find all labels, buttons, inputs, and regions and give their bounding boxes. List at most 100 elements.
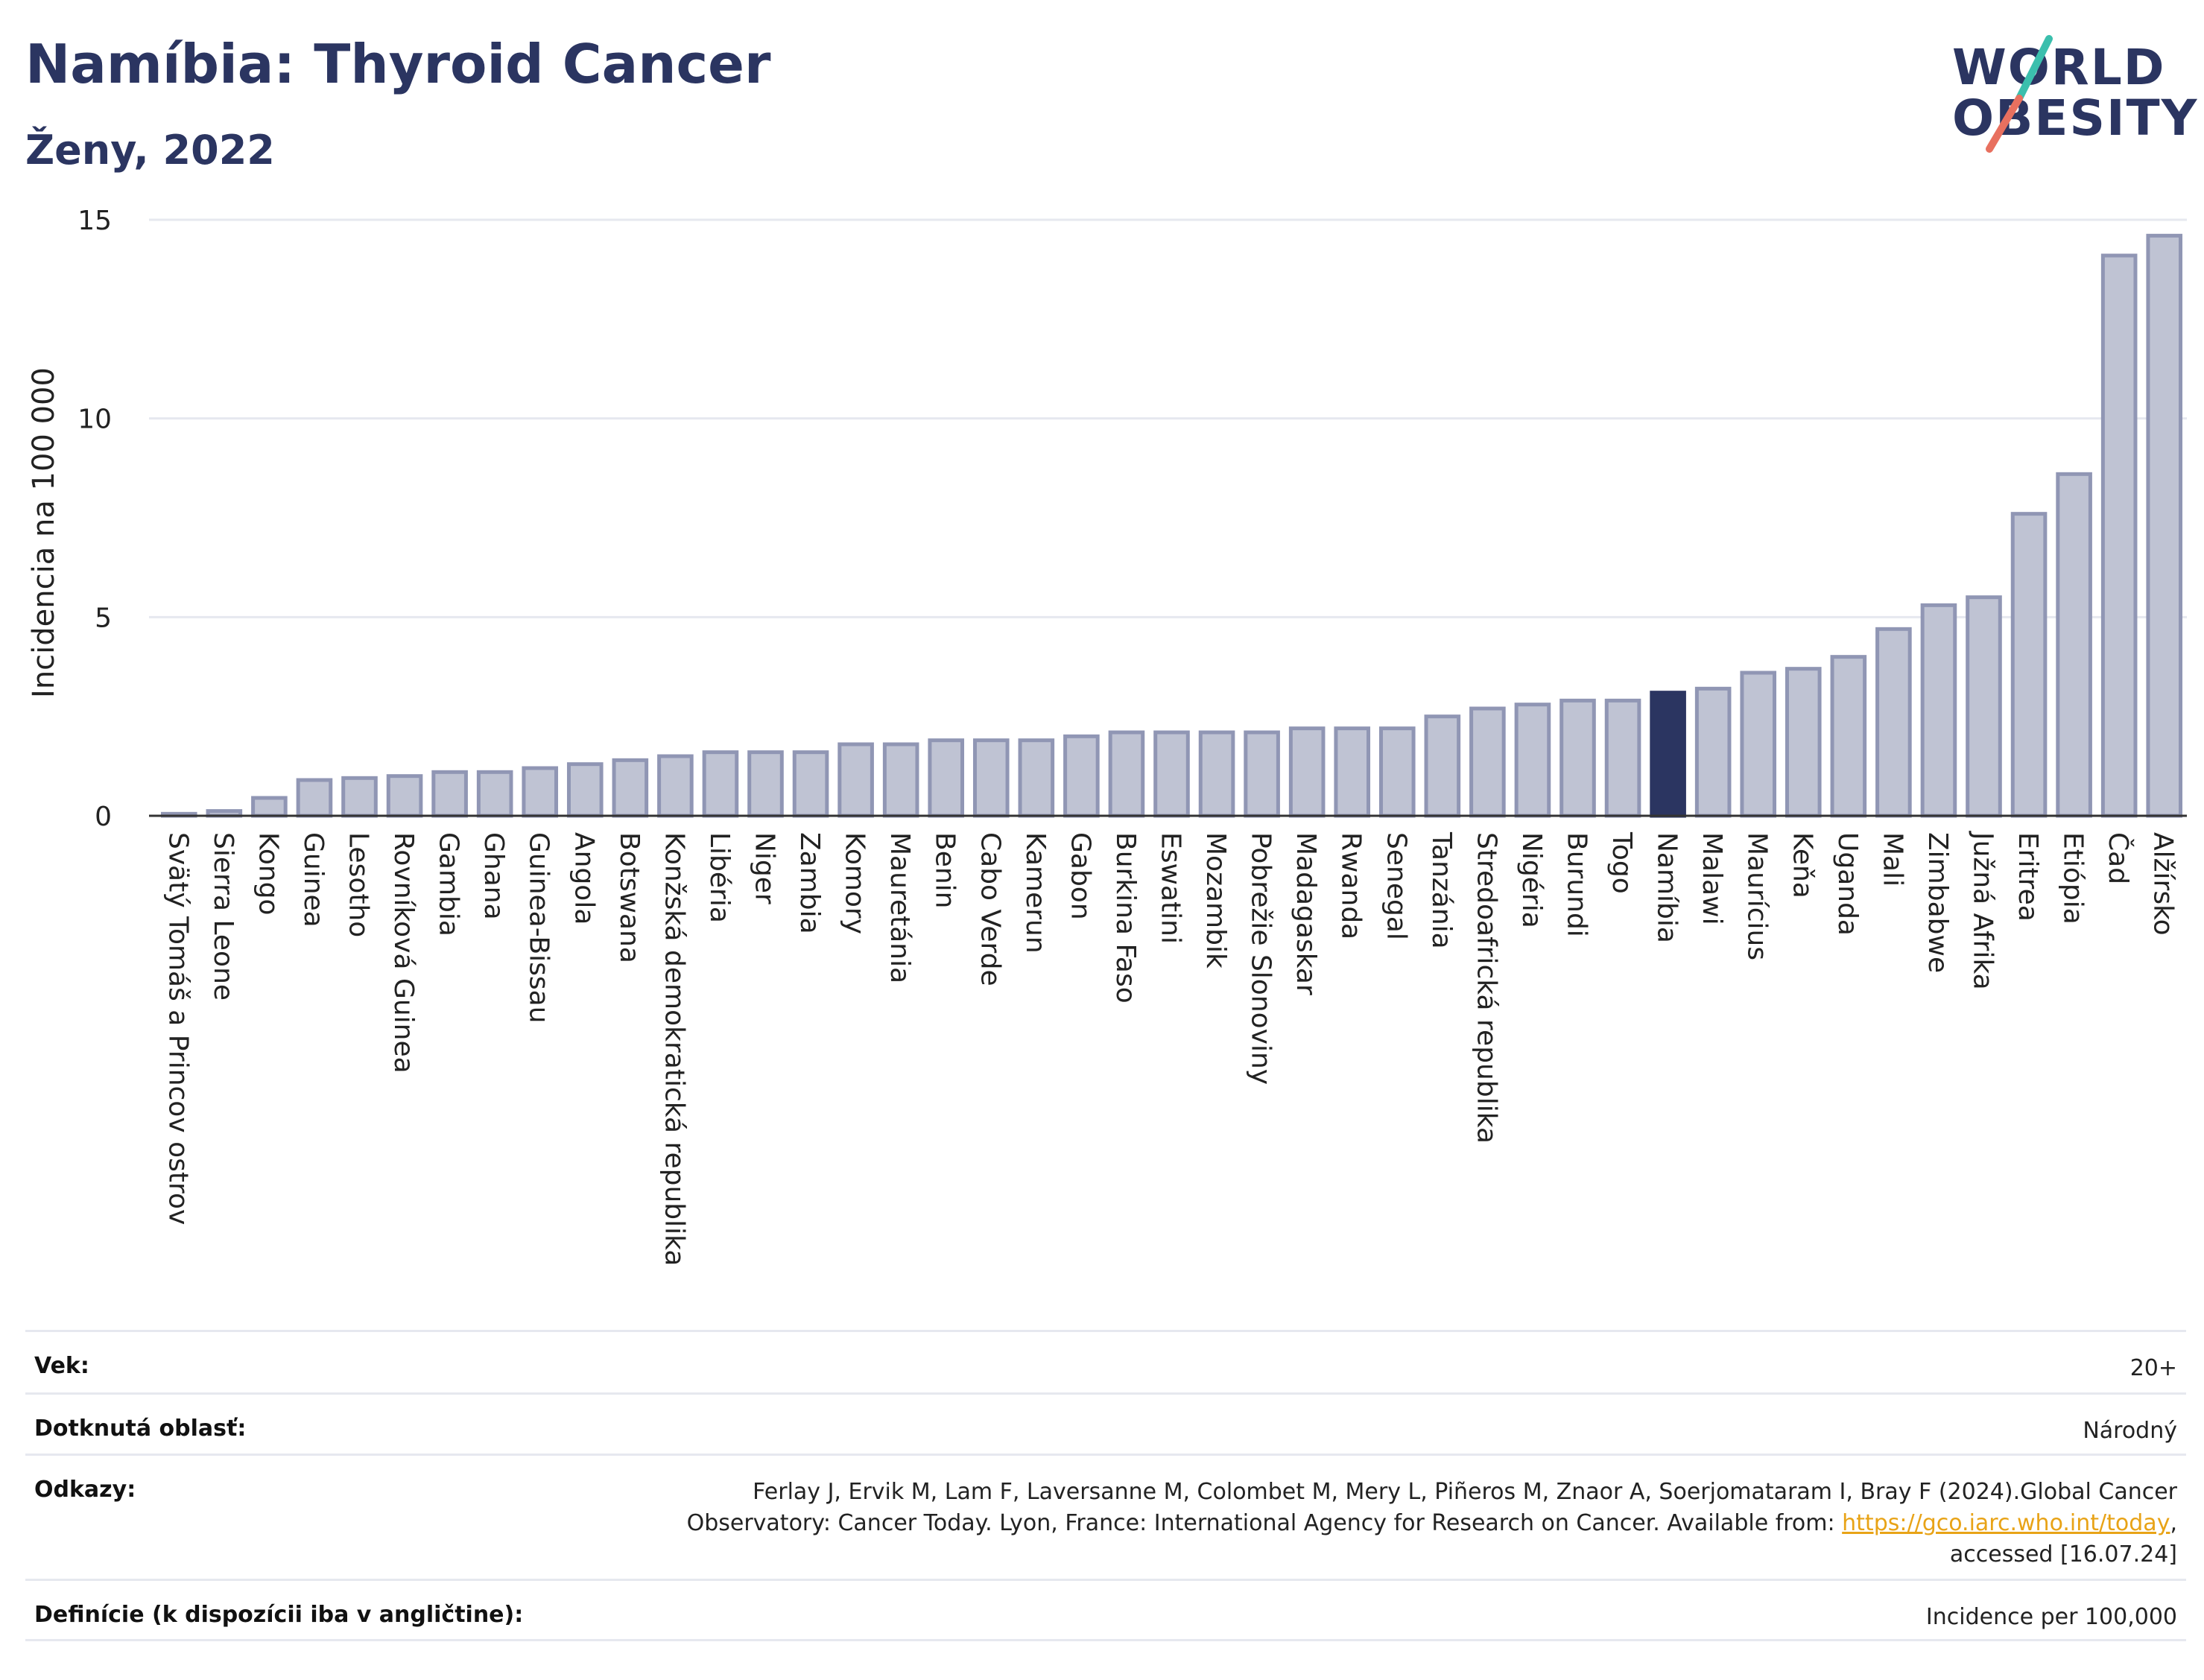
bar (1378, 726, 1416, 818)
y-tick-label: 5 (95, 603, 112, 633)
bar (1650, 691, 1686, 818)
x-tick-label: Madagaskar (1291, 832, 1321, 995)
x-tick-label: Burkina Faso (1110, 832, 1141, 1004)
references-value: Ferlay J, Ervik M, Lam F, Laversanne M, … (687, 1477, 2177, 1570)
bar (1875, 627, 1912, 818)
bar (1018, 738, 1055, 818)
x-tick-label: Uganda (1832, 832, 1863, 936)
bar (747, 750, 784, 818)
x-tick-label: Komory (840, 832, 870, 934)
bar (1244, 730, 1280, 818)
x-tick-label: Benin (930, 832, 960, 908)
definitions-value: Incidence per 100,000 (1925, 1604, 2177, 1630)
bar (251, 796, 288, 818)
bar (1740, 671, 1777, 818)
x-tick-label: Keňa (1787, 832, 1817, 898)
x-tick-label: Stredoafrická republika (1471, 832, 1501, 1144)
x-tick-label: Alžírsko (2148, 832, 2179, 936)
bar (928, 738, 965, 818)
y-axis-label: Incidencia na 100 000 (27, 367, 61, 698)
x-tick-label: Etiópia (2058, 832, 2089, 925)
bar (702, 750, 739, 818)
x-tick-label: Guinea-Bissau (524, 832, 554, 1024)
bar (1604, 698, 1641, 818)
bar (1694, 686, 1732, 818)
x-tick-label: Burundi (1562, 832, 1592, 937)
x-tick-label: Svätý Tomáš a Princov ostrov (162, 832, 193, 1225)
meta-row-definitions: Definície (k dispozícii iba v angličtine… (25, 1579, 2186, 1641)
metadata-table: Vek: 20+ Dotknutá oblasť: Národný Odkazy… (25, 1330, 2186, 1641)
x-tick-label: Cabo Verde (975, 832, 1005, 986)
x-tick-label: Mali (1877, 832, 1907, 887)
bar (1108, 730, 1145, 818)
bar (522, 766, 559, 818)
bar (1424, 714, 1461, 818)
x-tick-label: Nigéria (1516, 832, 1547, 928)
bar (1514, 703, 1551, 818)
x-tick-label: Eswatini (1156, 832, 1186, 944)
page-subtitle: Ženy, 2022 (25, 127, 275, 174)
meta-row-references: Odkazy: Ferlay J, Ervik M, Lam F, Lavers… (25, 1454, 2186, 1579)
y-tick-label: 0 (95, 802, 112, 832)
bar (972, 738, 1010, 818)
area-label: Dotknutá oblasť: (34, 1416, 247, 1442)
x-tick-label: Mozambik (1200, 832, 1231, 969)
area-value: Národný (2083, 1418, 2177, 1444)
bar (612, 758, 649, 818)
x-tick-label: Gambia (434, 832, 464, 936)
reference-line-2: Observatory: Cancer Today. Lyon, France:… (686, 1510, 1843, 1536)
bar (1469, 706, 1506, 818)
x-tick-label: Ghana (478, 832, 509, 920)
y-tick-label: 15 (77, 206, 112, 236)
page-title: Namíbia: Thyroid Cancer (25, 33, 771, 95)
references-label: Odkazy: (34, 1477, 136, 1503)
x-tick-label: Kamerun (1020, 832, 1051, 954)
x-tick-label: Libéria (704, 832, 735, 923)
bar (2056, 472, 2092, 818)
bar (1830, 655, 1867, 818)
x-tick-label: Botswana (614, 832, 645, 963)
bar (296, 778, 333, 818)
bar (1153, 730, 1190, 818)
x-tick-label: Tanzánia (1426, 831, 1457, 949)
bar (1334, 726, 1371, 818)
y-tick-label: 10 (77, 405, 112, 435)
x-tick-label: Rovníková Guinea (388, 832, 419, 1074)
x-tick-label: Kongo (253, 832, 283, 916)
reference-line-2-end: , (2170, 1510, 2177, 1536)
x-tick-label: Guinea (298, 832, 329, 928)
bar (2146, 233, 2183, 818)
bar (1785, 667, 1822, 818)
x-tick-label: Sierra Leone (208, 832, 238, 1001)
meta-row-age: Vek: 20+ (25, 1330, 2186, 1392)
bar (1198, 730, 1235, 818)
bar (1920, 603, 1957, 818)
logo-slash-icon (1986, 35, 2053, 153)
bar (1966, 595, 2002, 818)
x-tick-label: Rwanda (1336, 832, 1367, 939)
bar (1063, 734, 1100, 818)
x-tick-label: Lesotho (343, 832, 374, 937)
x-tick-label: Eritrea (2013, 832, 2043, 922)
reference-link[interactable]: https://gco.iarc.who.int/today (1842, 1510, 2170, 1536)
bar (837, 742, 874, 818)
logo-line-2: OBESITY (1952, 89, 2199, 147)
x-tick-label: Senegal (1381, 832, 1411, 940)
definitions-label: Definície (k dispozícii iba v angličtine… (34, 1602, 524, 1628)
bar (657, 754, 694, 818)
bar (1288, 726, 1326, 818)
logo-line-1: WORLD (1952, 39, 2166, 96)
bar (792, 750, 829, 818)
x-tick-label: Malawi (1697, 832, 1727, 925)
x-tick-label: Maurícius (1742, 832, 1773, 960)
x-tick-label: Gabon (1065, 832, 1095, 920)
bar-chart: 0 5 10 15 Incidencia na 100 000 Svätý Tomáš a… (27, 206, 2187, 1266)
bar (476, 770, 513, 818)
bar (882, 742, 919, 818)
bar (341, 776, 378, 818)
x-tick-label: Zimbabwe (1922, 832, 1953, 973)
bar (431, 770, 468, 818)
x-tick-label: Niger (750, 832, 780, 904)
meta-row-area: Dotknutá oblasť: Národný (25, 1392, 2186, 1454)
x-tick-label: Zambia (794, 832, 825, 934)
